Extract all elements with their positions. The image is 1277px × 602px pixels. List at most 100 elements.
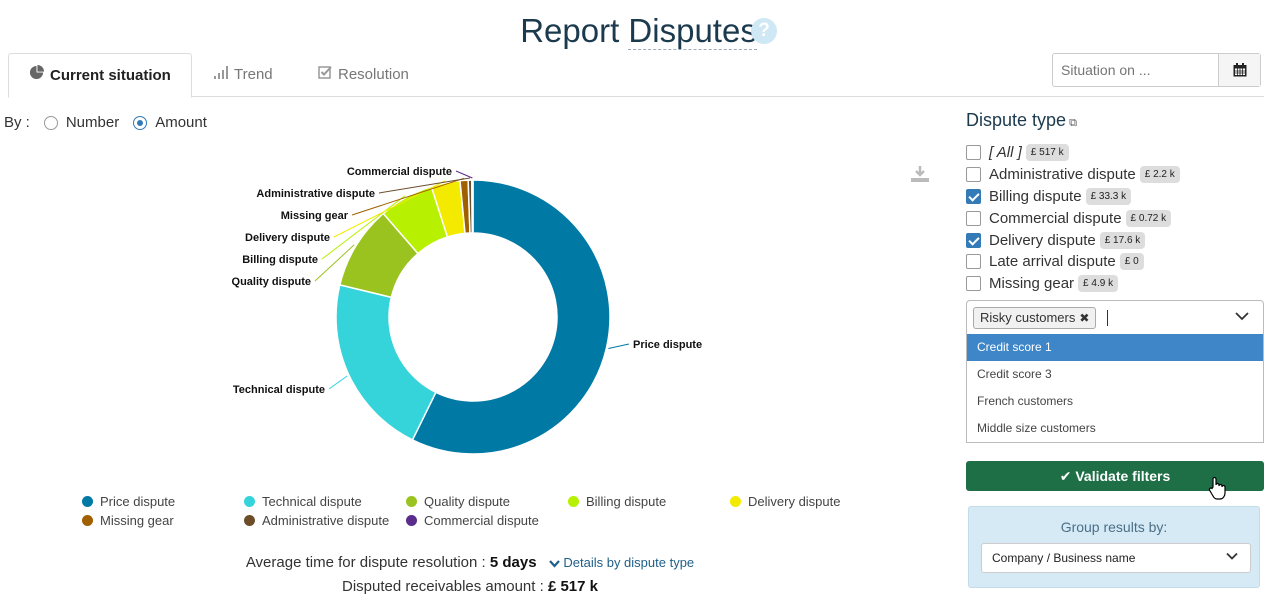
title-part2: Disputes — [628, 12, 757, 50]
text-caret — [1107, 310, 1108, 326]
radio-amount-label[interactable]: Amount — [155, 114, 207, 131]
radio-amount[interactable] — [133, 115, 148, 130]
label-connector — [328, 375, 348, 390]
chevron-down-icon[interactable] — [1235, 311, 1249, 321]
legend-item[interactable]: Billing dispute — [568, 494, 666, 509]
validate-filters-button[interactable]: ✔ Validate filters — [966, 461, 1264, 491]
remove-tag-icon[interactable]: ✖ — [1079, 311, 1090, 325]
legend-dot — [244, 515, 255, 526]
dispute-type-item[interactable]: Late arrival dispute £ 0 — [966, 251, 1266, 273]
avg-label: Average time for dispute resolution : — [245, 554, 486, 571]
amount-badge: £ 0.72 k — [1125, 209, 1172, 227]
checkbox[interactable] — [966, 276, 981, 292]
validate-label: Validate filters — [1075, 468, 1171, 484]
legend-label: Technical dispute — [262, 494, 362, 509]
title-part1: Report — [520, 12, 620, 49]
tab-trend[interactable]: Trend — [194, 53, 293, 97]
tab-current-situation[interactable]: Current situation — [8, 53, 192, 98]
group-by-value: Company / Business name — [992, 551, 1136, 565]
tab-bar: Current situation Trend Resolution — [8, 53, 1264, 98]
dispute-type-item[interactable]: [ All ] £ 517 k — [966, 142, 1266, 164]
hand-cursor-icon — [1208, 476, 1226, 500]
page-title: Report Disputes — [0, 12, 1277, 50]
selected-tag-label: Risky customers — [980, 310, 1076, 325]
label-connector — [455, 170, 473, 179]
checkbox[interactable] — [966, 167, 981, 183]
slice-label: Quality dispute — [232, 276, 311, 288]
dropdown-option[interactable]: Middle size customers — [977, 421, 1096, 435]
checkbox[interactable] — [966, 232, 981, 248]
checkbox[interactable] — [966, 210, 981, 226]
by-toggle: By : Number Amount — [4, 114, 207, 131]
pie-icon — [29, 54, 44, 98]
download-icon[interactable] — [910, 165, 930, 188]
donut-slice[interactable] — [411, 179, 611, 455]
dispute-type-label[interactable]: Billing dispute — [989, 187, 1082, 205]
radio-number-label[interactable]: Number — [65, 114, 120, 131]
legend-item[interactable]: Administrative dispute — [244, 513, 389, 528]
dispute-type-item[interactable]: Missing gear £ 4.9 k — [966, 273, 1266, 295]
tab-label: Trend — [234, 66, 273, 83]
dispute-type-item[interactable]: Billing dispute £ 33.3 k — [966, 186, 1266, 208]
dropdown-option[interactable]: French customers — [977, 394, 1074, 408]
customer-multiselect[interactable]: Risky customers ✖ — [966, 300, 1264, 335]
bar-signal-icon — [214, 53, 228, 97]
dispute-type-item[interactable]: Delivery dispute £ 17.6 k — [966, 229, 1266, 251]
legend-item[interactable]: Commercial dispute — [406, 513, 539, 528]
dispute-type-label[interactable]: Late arrival dispute — [989, 253, 1116, 271]
checkbox[interactable] — [966, 254, 981, 270]
donut-slice[interactable] — [335, 283, 437, 441]
help-icon[interactable]: ? — [751, 18, 777, 44]
amount-badge: £ 2.2 k — [1139, 166, 1180, 184]
situation-date-input[interactable] — [1053, 54, 1219, 86]
amount-badge: £ 33.3 k — [1085, 187, 1132, 205]
amount-badge: £ 517 k — [1025, 144, 1069, 162]
legend-label: Missing gear — [100, 513, 174, 528]
legend-label: Administrative dispute — [262, 513, 390, 528]
checkbox[interactable] — [966, 145, 981, 161]
radio-number[interactable] — [43, 115, 58, 130]
dispute-type-label[interactable]: Delivery dispute — [989, 231, 1096, 249]
tab-label: Current situation — [50, 67, 171, 84]
dispute-type-label[interactable]: [ All ] — [989, 144, 1022, 162]
dispute-type-item[interactable]: Commercial dispute £ 0.72 k — [966, 207, 1266, 229]
group-by-select[interactable]: Company / Business name — [981, 543, 1251, 573]
dispute-type-label[interactable]: Missing gear — [989, 275, 1075, 293]
slice-label: Commercial dispute — [347, 166, 452, 178]
avg-resolution-summary: Average time for dispute resolution : 5 … — [0, 554, 940, 571]
avg-value: 5 days — [489, 554, 537, 571]
slice-label: Price dispute — [633, 339, 702, 351]
tab-resolution[interactable]: Resolution — [298, 53, 429, 97]
dropdown-option[interactable]: Credit score 3 — [977, 367, 1052, 381]
dropdown-option[interactable]: Credit score 1 — [967, 334, 1263, 361]
list-overlay-gap — [966, 296, 1266, 302]
details-link[interactable]: Details by dispute type — [548, 555, 695, 570]
dispute-type-label[interactable]: Commercial dispute — [989, 209, 1122, 227]
details-link-label[interactable]: Details by dispute type — [563, 555, 695, 570]
legend-item[interactable]: Technical dispute — [244, 494, 362, 509]
legend-item[interactable]: Price dispute — [82, 494, 175, 509]
amount-label: Disputed receivables amount : — [342, 578, 544, 595]
amount-badge: £ 17.6 k — [1099, 231, 1146, 249]
dispute-type-label[interactable]: Administrative dispute — [989, 166, 1136, 184]
label-connector — [608, 343, 630, 350]
legend-item[interactable]: Quality dispute — [406, 494, 510, 509]
by-label: By : — [4, 114, 30, 131]
dispute-type-item[interactable]: Administrative dispute £ 2.2 k — [966, 164, 1266, 186]
slice-label: Delivery dispute — [245, 232, 330, 244]
dispute-type-list: [ All ] £ 517 k Administrative dispute £ 2.… — [966, 142, 1266, 300]
external-link-icon[interactable]: ⧉ — [1069, 117, 1077, 129]
checkbox[interactable] — [966, 188, 981, 204]
legend-label: Quality dispute — [424, 494, 510, 509]
customer-dropdown: Credit score 1 Credit score 3 French custo… — [966, 334, 1264, 443]
calendar-button[interactable] — [1218, 54, 1260, 86]
dispute-type-label: Dispute type — [966, 110, 1067, 130]
amount-badge: £ 4.9 k — [1078, 275, 1119, 293]
donut-slice[interactable] — [471, 179, 474, 234]
legend-label: Price dispute — [100, 494, 176, 509]
label-connector — [321, 195, 406, 260]
legend-dot — [406, 515, 417, 526]
legend-item[interactable]: Delivery dispute — [730, 494, 841, 509]
label-connector — [378, 177, 471, 194]
legend-item[interactable]: Missing gear — [82, 513, 174, 528]
